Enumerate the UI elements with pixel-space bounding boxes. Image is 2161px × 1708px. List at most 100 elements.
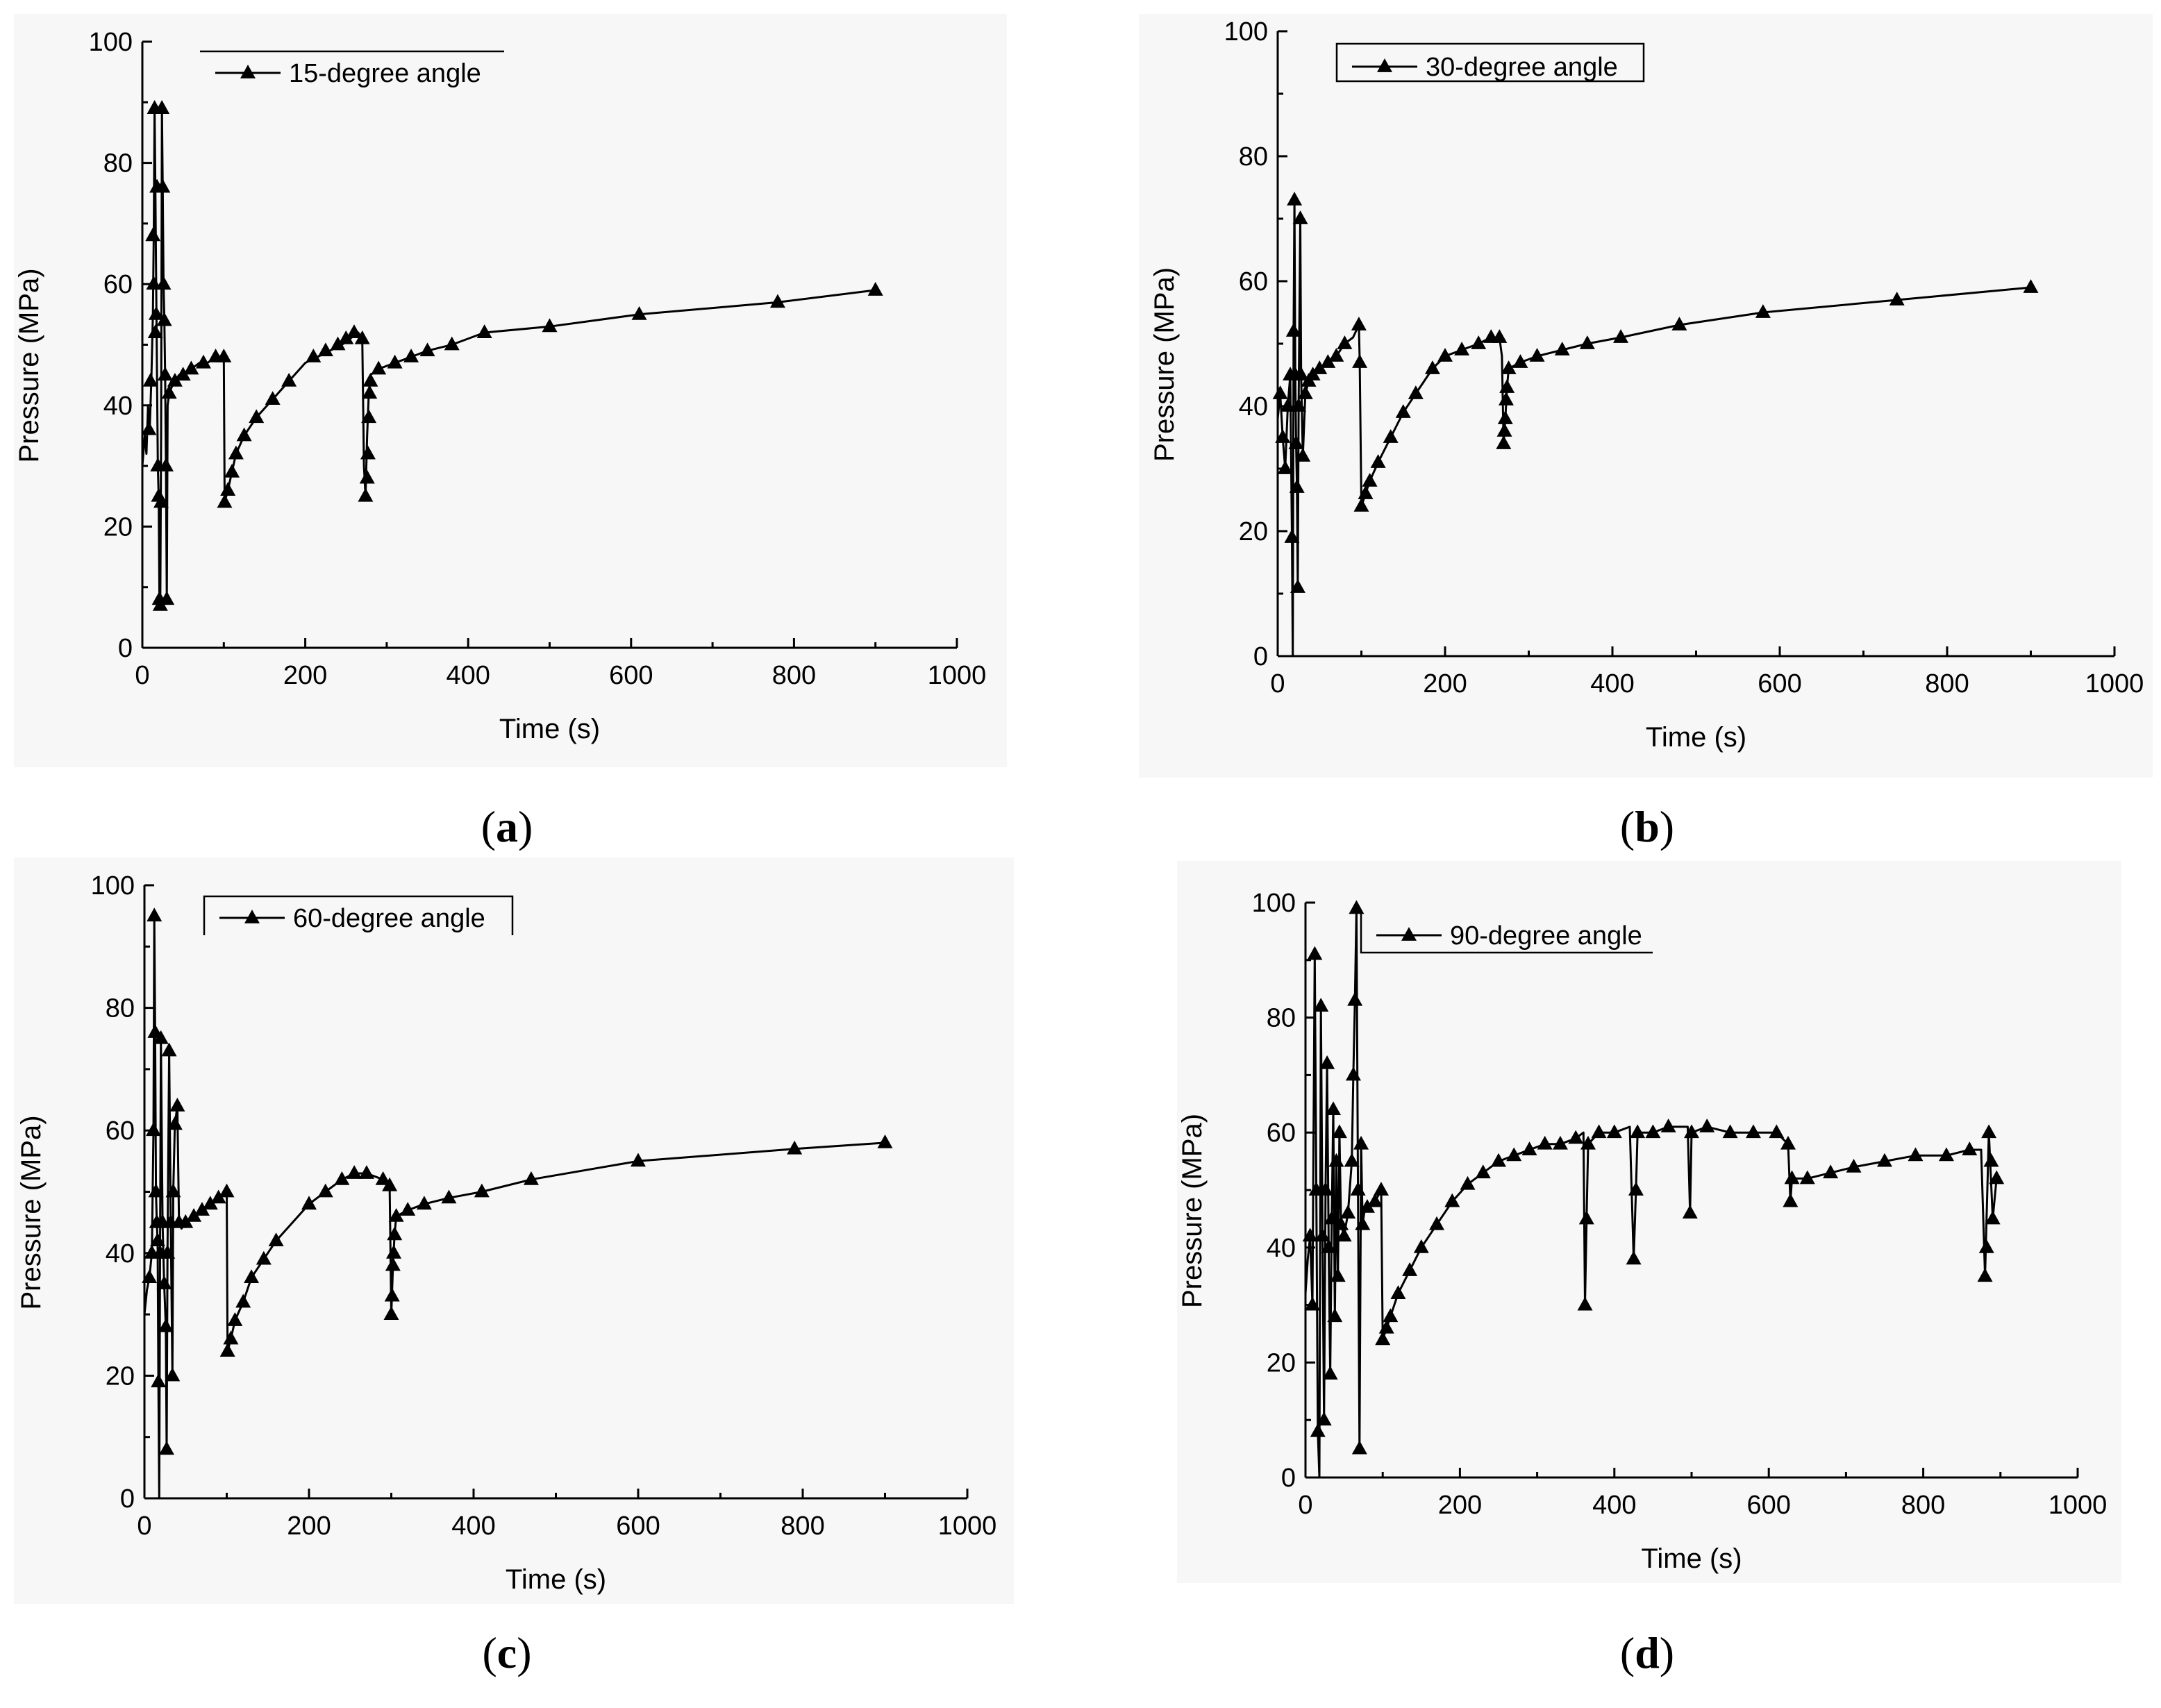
data-point-marker — [1319, 1055, 1335, 1069]
data-point-marker — [1978, 1239, 1994, 1253]
y-tick-label: 40 — [103, 392, 133, 421]
data-point-marker — [1977, 1268, 1993, 1282]
data-point-marker — [194, 1202, 210, 1216]
data-point-marker — [306, 349, 322, 362]
y-axis-title: Pressure (MPa) — [1149, 267, 1180, 462]
data-point-marker — [1275, 429, 1291, 443]
data-point-marker — [1799, 1170, 1815, 1184]
data-point-marker — [1340, 1205, 1356, 1219]
data-point-marker — [1390, 1285, 1406, 1299]
data-point-marker — [1349, 900, 1365, 914]
data-point-marker — [281, 373, 297, 387]
data-point-marker — [360, 445, 376, 460]
x-tick-label: 600 — [1758, 669, 1801, 698]
data-point-marker — [1938, 1147, 1954, 1162]
data-point-marker — [268, 1232, 284, 1247]
x-tick-label: 400 — [1592, 1491, 1636, 1520]
data-point-marker — [1320, 354, 1336, 368]
y-axis-title: Pressure (MPa) — [16, 1115, 47, 1309]
data-point-marker — [1402, 1262, 1418, 1276]
data-point-marker — [375, 1171, 391, 1185]
x-tick-label: 400 — [1590, 669, 1634, 698]
data-point-marker — [149, 1232, 165, 1247]
y-tick-label: 20 — [106, 1362, 135, 1391]
data-point-marker — [1529, 348, 1545, 362]
data-point-marker — [256, 1250, 272, 1265]
data-point-marker — [1981, 1124, 1997, 1139]
data-point-marker — [1383, 429, 1399, 443]
data-point-marker — [387, 354, 403, 369]
data-point-marker — [1408, 385, 1424, 399]
data-point-marker — [1823, 1164, 1839, 1179]
data-point-marker — [1293, 367, 1309, 380]
data-point-marker — [1313, 998, 1329, 1012]
panel-label-b: (b) — [1620, 802, 1674, 851]
data-point-marker — [1784, 1170, 1800, 1184]
data-point-marker — [1578, 1210, 1594, 1225]
y-tick-label: 20 — [1267, 1348, 1296, 1378]
x-axis-title: Time (s) — [506, 1564, 606, 1595]
data-point-marker — [1285, 323, 1301, 337]
data-point-marker — [354, 330, 370, 344]
data-point-marker — [474, 1183, 490, 1198]
legend: 90-degree angle — [1360, 911, 1653, 954]
data-point-marker — [224, 463, 240, 478]
data-point-marker — [161, 1042, 177, 1057]
data-point-marker — [1322, 1366, 1338, 1380]
y-tick-label: 100 — [1224, 17, 1268, 47]
data-point-marker — [1284, 529, 1300, 543]
data-point-marker — [1333, 1216, 1349, 1230]
data-point-marker — [165, 1183, 181, 1198]
data-point-marker — [169, 1098, 185, 1112]
data-point-marker — [148, 305, 164, 320]
y-tick-label: 60 — [1267, 1119, 1296, 1148]
data-point-marker — [156, 312, 172, 326]
data-point-marker — [1347, 991, 1363, 1006]
data-point-marker — [146, 1122, 162, 1137]
data-point-marker — [1682, 1205, 1698, 1219]
data-point-marker — [1783, 1193, 1799, 1207]
legend: 15-degree angle — [200, 50, 504, 88]
data-point-marker — [1315, 1228, 1330, 1242]
legend-frame — [1335, 42, 1645, 83]
data-point-marker — [1780, 1135, 1796, 1150]
data-point-marker — [1375, 1331, 1391, 1346]
data-point-marker — [1331, 1124, 1347, 1139]
x-tick-label: 800 — [781, 1512, 824, 1541]
data-point-marker — [1684, 1124, 1699, 1139]
y-tick-label: 0 — [1281, 1464, 1296, 1493]
data-point-marker — [371, 360, 387, 375]
chart-panel-b: 0 200 400 600 800 1000 0 20 40 60 80 100 Time (s) Pre… — [1139, 14, 2153, 778]
x-tick-label: 0 — [1270, 669, 1285, 698]
x-axis-title: Time (s) — [499, 714, 600, 744]
data-point-marker — [158, 1318, 174, 1332]
data-point-marker — [235, 1293, 251, 1308]
data-point-marker — [1722, 1124, 1738, 1139]
data-point-marker — [1496, 423, 1512, 437]
data-point-marker — [1358, 485, 1374, 499]
data-point-marker — [542, 318, 558, 333]
data-point-marker — [1506, 1147, 1522, 1162]
data-point-marker — [142, 1269, 158, 1284]
data-point-marker — [1429, 1216, 1445, 1230]
data-point-marker — [1344, 1153, 1360, 1167]
data-point-marker — [787, 1140, 803, 1155]
data-point-marker — [1989, 1170, 2005, 1184]
data-point-marker — [227, 1312, 243, 1326]
data-point-marker — [444, 336, 460, 351]
data-point-marker — [1289, 479, 1305, 493]
legend-label: 15-degree angle — [289, 59, 481, 88]
data-point-marker — [1321, 1239, 1337, 1253]
data-point-marker — [338, 330, 354, 344]
data-point-marker — [1370, 454, 1386, 468]
data-point-marker — [358, 487, 374, 502]
data-point-marker — [1337, 335, 1353, 349]
data-point-marker — [1671, 317, 1687, 330]
data-point-marker — [1277, 460, 1293, 474]
data-point-marker — [1424, 360, 1440, 374]
data-point-marker — [228, 445, 244, 460]
x-tick-label: 600 — [616, 1512, 660, 1541]
data-point-marker — [1908, 1147, 1924, 1162]
data-point-marker — [167, 1116, 183, 1130]
